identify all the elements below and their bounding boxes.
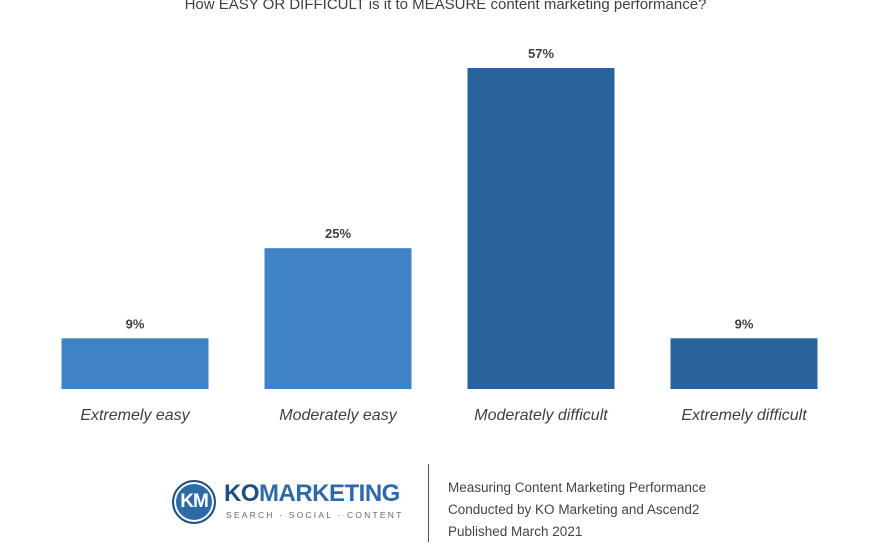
footer-line-study: Measuring Content Marketing Performance: [448, 480, 707, 495]
bar-moderately-difficult: [467, 68, 615, 389]
logo-word-ko: KO: [224, 480, 260, 507]
footer-line-published: Published March 2021: [448, 524, 583, 539]
logo-word-marketing: MARKETING: [259, 480, 400, 507]
logo-wordmark: KOMARKETING: [224, 480, 400, 508]
chart-title: How EASY OR DIFFICULT is it to MEASURE c…: [184, 0, 707, 13]
bar-extremely-easy: [61, 338, 209, 389]
category-label-extremely-easy: Extremely easy: [80, 407, 190, 424]
value-label-extremely-difficult: 9%: [735, 316, 754, 331]
km-logo-icon: KM: [172, 480, 216, 524]
logo-tagline: SEARCH · SOCIAL · CONTENT: [226, 510, 404, 520]
value-label-extremely-easy: 9%: [126, 316, 145, 331]
value-label-moderately-easy: 25%: [325, 226, 351, 241]
bar-chart: 9% Extremely easy 25% Moderately easy 57% Mod…: [61, 46, 818, 424]
bar-extremely-difficult: [670, 338, 818, 389]
category-label-moderately-easy: Moderately easy: [279, 407, 397, 424]
footer-divider: [428, 464, 429, 542]
category-label-extremely-difficult: Extremely difficult: [681, 407, 807, 424]
category-label-moderately-difficult: Moderately difficult: [474, 407, 608, 424]
bar-moderately-easy: [264, 248, 412, 389]
footer-line-conducted: Conducted by KO Marketing and Ascend2: [448, 502, 700, 517]
footer-source-text: Measuring Content Marketing Performance …: [448, 477, 706, 543]
ko-marketing-logo: KM KOMARKETING SEARCH · SOCIAL · CONTENT: [172, 478, 412, 526]
value-label-moderately-difficult: 57%: [528, 46, 554, 61]
